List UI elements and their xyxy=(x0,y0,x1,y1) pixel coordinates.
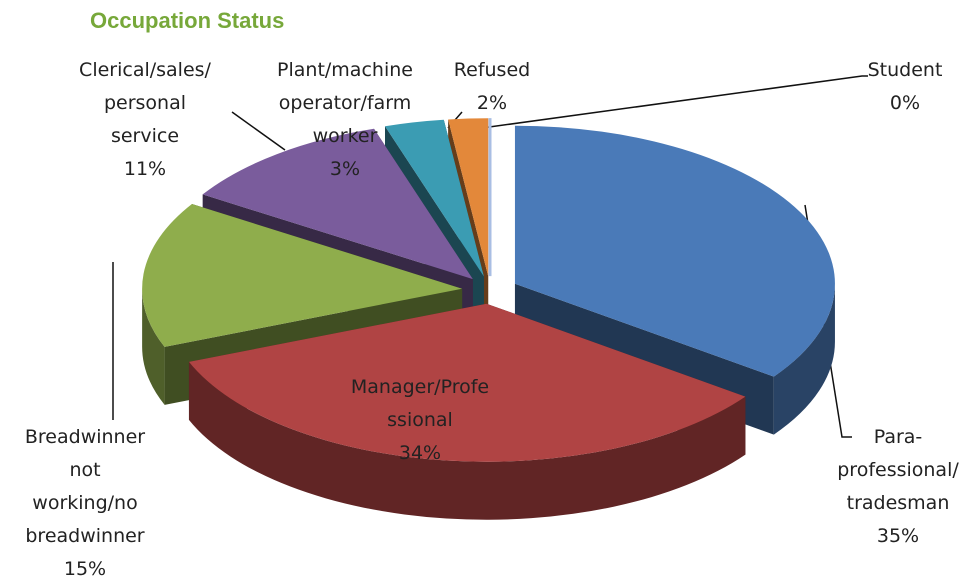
slice-top xyxy=(142,204,463,347)
slice-wall xyxy=(142,288,165,405)
value-label: 0% xyxy=(890,92,920,114)
slice-top xyxy=(448,118,489,277)
slice-wall xyxy=(188,361,746,520)
slice xyxy=(188,303,746,520)
slice-label: Plant/machine operator/farm worker xyxy=(277,59,413,147)
chart-title: Occupation Status xyxy=(90,8,284,33)
slice-top xyxy=(188,303,746,462)
slice-label: Manager/Profe ssional xyxy=(351,376,489,431)
slice-label: Refused xyxy=(454,59,530,81)
slice-top xyxy=(202,128,473,280)
pie xyxy=(142,118,835,520)
labels: Para-professional/tradesman 35% Manager/Pr… xyxy=(25,59,959,580)
value-label: 34% xyxy=(399,442,441,464)
slice-label: Breadwinner not working/no breadwinner xyxy=(25,426,145,547)
value-label: 15% xyxy=(64,558,106,580)
value-label: 3% xyxy=(330,158,360,180)
slice-wall xyxy=(773,283,835,435)
slice-label: Student xyxy=(868,59,943,81)
slice-label: Clerical/sales/personal service xyxy=(79,59,212,147)
value-label: 2% xyxy=(477,92,507,114)
leader-line xyxy=(481,75,868,129)
slice-label: Para-professional/tradesman xyxy=(837,426,959,514)
slice-top xyxy=(514,125,835,377)
value-label: 11% xyxy=(124,158,166,180)
leader-line xyxy=(231,111,286,151)
value-label: 35% xyxy=(877,525,919,547)
slice-top xyxy=(385,119,484,277)
